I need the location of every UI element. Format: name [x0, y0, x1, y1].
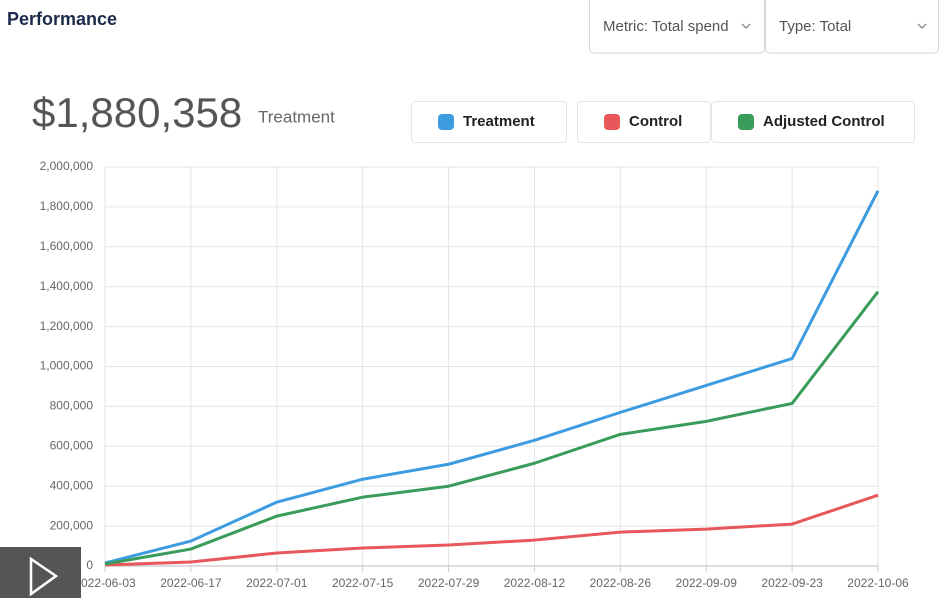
- play-button[interactable]: [0, 547, 81, 598]
- legend-label[interactable]: Treatment: [463, 113, 535, 130]
- x-tick-label: 2022-08-12: [504, 576, 566, 590]
- y-tick-label: 1,800,000: [40, 199, 94, 213]
- metric-dropdown[interactable]: Metric: Total spend: [589, 0, 765, 54]
- legend: Treatment Control Adjusted Control: [411, 101, 915, 143]
- y-tick-label: 1,400,000: [40, 279, 94, 293]
- chevron[interactable]: [741, 23, 751, 29]
- summary-label: Treatment: [258, 107, 335, 126]
- x-tick-label: 2022-06-17: [160, 576, 222, 590]
- series-line: [104, 290, 880, 566]
- summary-value: $1,880,358: [32, 89, 242, 136]
- legend-item[interactable]: Control: [577, 101, 711, 143]
- series-line: [104, 493, 879, 567]
- series-line: [104, 190, 880, 565]
- chevron[interactable]: [917, 23, 927, 29]
- legend-button[interactable]: [711, 101, 915, 143]
- x-tick-label: 2022-06-03: [74, 576, 136, 590]
- dropdown-box[interactable]: [589, 0, 765, 54]
- x-tick-label: 2022-07-29: [418, 576, 480, 590]
- legend-label[interactable]: Control: [629, 113, 682, 130]
- y-tick-label: 1,200,000: [40, 319, 94, 333]
- dropdown-label[interactable]: Metric: Total spend: [603, 18, 729, 35]
- x-tick-label: 2022-09-09: [676, 576, 738, 590]
- legend-swatch[interactable]: [604, 114, 620, 130]
- y-tick-label: 400,000: [50, 478, 94, 492]
- y-tick-label: 600,000: [50, 438, 94, 452]
- y-tick-label: 200,000: [50, 518, 94, 532]
- y-tick-label: 1,600,000: [40, 239, 94, 253]
- y-tick-label: 0: [86, 558, 93, 572]
- y-tick-label: 2,000,000: [40, 159, 94, 173]
- dropdown-box[interactable]: [765, 0, 939, 54]
- legend-button[interactable]: [411, 101, 567, 143]
- legend-label[interactable]: Adjusted Control: [763, 113, 885, 130]
- type-dropdown[interactable]: Type: Total: [765, 0, 939, 54]
- x-tick-label: 2022-08-26: [590, 576, 652, 590]
- y-tick-label: 1,000,000: [40, 359, 94, 373]
- play-bg[interactable]: [0, 547, 81, 598]
- x-tick-label: 2022-07-01: [246, 576, 308, 590]
- plot: 0 200,000 400,000 600,000 800,000 1,000,000 1,…: [40, 159, 909, 590]
- y-tick-label: 800,000: [50, 399, 94, 413]
- x-tick-label: 2022-07-15: [332, 576, 394, 590]
- legend-swatch[interactable]: [738, 114, 754, 130]
- x-tick-label: 2022-09-23: [761, 576, 823, 590]
- legend-swatch[interactable]: [438, 114, 454, 130]
- x-tick-label: 2022-10-06: [847, 576, 909, 590]
- legend-item[interactable]: Adjusted Control: [711, 101, 915, 143]
- play-icon[interactable]: [29, 556, 59, 597]
- legend-button[interactable]: [577, 101, 711, 143]
- dropdown-label[interactable]: Type: Total: [779, 18, 851, 35]
- panel-title: Performance: [7, 9, 117, 29]
- legend-item[interactable]: Treatment: [411, 101, 567, 143]
